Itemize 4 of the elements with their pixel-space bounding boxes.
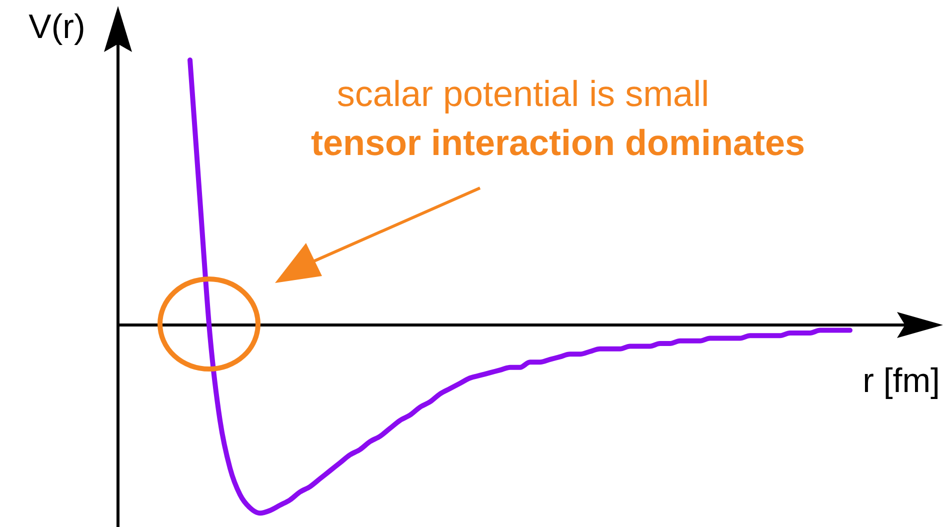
annotation: scalar potential is small (336, 73, 710, 114)
annotation: tensor interaction dominates (310, 122, 806, 163)
y-axis-title: V(r) (28, 8, 86, 46)
x-axis-title: r [fm] (862, 362, 940, 400)
